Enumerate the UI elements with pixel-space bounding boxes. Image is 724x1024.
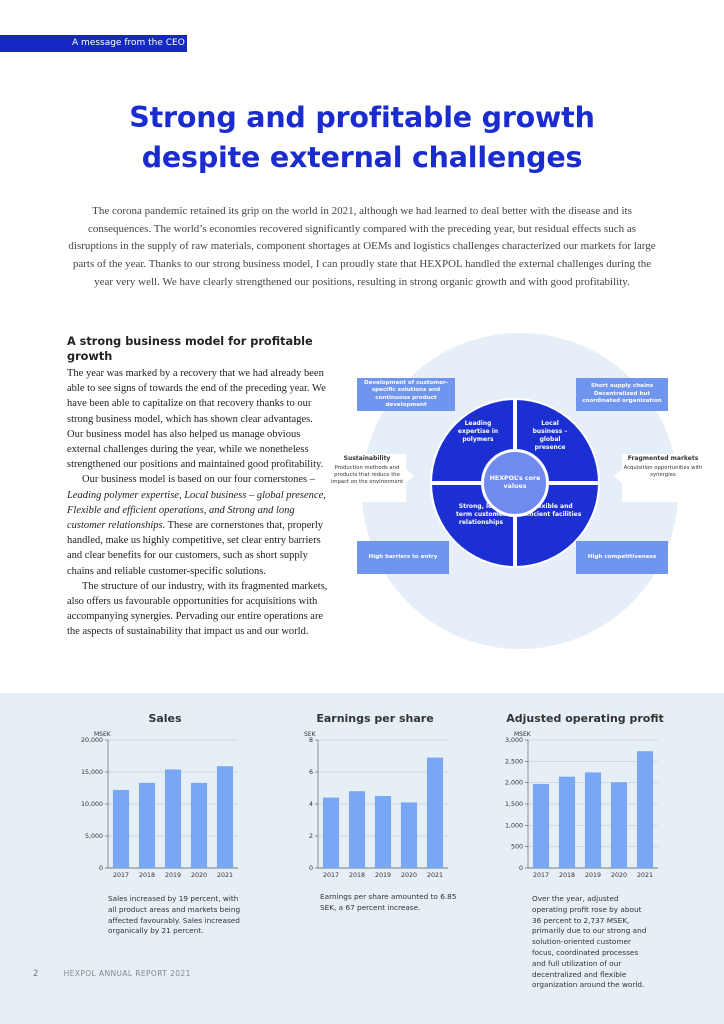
bar-2019 (584, 772, 602, 868)
bar-2017 (322, 797, 340, 868)
bar-2018 (348, 791, 366, 868)
y-tick-label: 2 (309, 833, 313, 840)
bar-2019 (374, 796, 392, 868)
pill-customer-solutions: Development of customer-specific solutio… (357, 378, 455, 411)
y-tick-label: 0 (309, 865, 313, 872)
y-tick-label: 20,000 (81, 737, 103, 744)
x-tick-label: 2018 (559, 872, 575, 879)
sustainability-title: Sustainability (343, 455, 391, 462)
intro-paragraph: The corona pandemic retained its grip on… (68, 205, 656, 288)
arrow-right-icon (406, 469, 414, 483)
pill-competitiveness: High competitiveness (576, 541, 668, 574)
y-tick-label: 5,000 (85, 833, 103, 840)
y-tick-label: 0 (99, 865, 103, 872)
axis-unit-label: SEK (304, 731, 317, 738)
quadrant-flexible-facilities: Flexible and efficient facilities (522, 503, 582, 518)
y-tick-label: 500 (511, 844, 523, 851)
eps-chart: Earnings per share SEK 0 2 4 6 8 2017 2018 2019 2… (280, 712, 470, 912)
quadrant-local-business: Local business – global presence (532, 420, 568, 451)
chart-title: Sales (148, 712, 182, 725)
x-tick-label: 2020 (611, 872, 627, 879)
bar-2021 (216, 766, 234, 868)
sales-chart-plot: MSEK 0 5,000 10,000 15,000 20,000 2017 2018 2019… (81, 731, 238, 879)
y-tick-label: 3,000 (505, 737, 523, 744)
y-tick-label: 8 (309, 737, 313, 744)
body-paragraph-2-start: Our business model is based on our four … (82, 474, 315, 486)
y-tick-label: 2,500 (505, 758, 523, 765)
cornerstones-list: Leading polymer expertise, Local busines… (67, 489, 326, 532)
bar-2018 (558, 776, 576, 868)
x-tick-label: 2021 (637, 872, 653, 879)
section-heading: A strong business model for profitable g… (67, 335, 313, 363)
x-tick-label: 2017 (323, 872, 339, 879)
y-tick-label: 1,500 (505, 801, 523, 808)
bar-2020 (400, 802, 418, 868)
quadrant-customer-relationships: Strong, long-term customer relationships (456, 503, 506, 526)
x-tick-label: 2017 (533, 872, 549, 879)
x-tick-label: 2019 (165, 872, 181, 879)
x-tick-label: 2019 (375, 872, 391, 879)
x-tick-label: 2017 (113, 872, 129, 879)
operating-profit-chart: Adjusted operating profit MSEK 0 500 1,000 1… (490, 712, 680, 912)
core-values-circle: HEXPOL’s core values (481, 449, 549, 517)
report-name: HEXPOL ANNUAL REPORT 2021 (63, 969, 191, 978)
pill-entry-barriers: High barriers to entry (357, 541, 449, 574)
body-paragraph-3: The structure of our industry, with its … (67, 580, 328, 638)
page-title: Strong and profitable growth despite ext… (0, 98, 724, 178)
bar-2017 (112, 789, 130, 868)
body-text: The year was marked by a recovery that w… (67, 366, 329, 640)
page-footer: 2 HEXPOL ANNUAL REPORT 2021 (33, 969, 191, 979)
axis-unit-label: MSEK (94, 731, 112, 738)
fragmented-markets-box: Fragmented markets Acquisition opportuni… (622, 454, 704, 502)
sustainability-box: Sustainability Production methods and pr… (328, 454, 406, 502)
sales-note: Sales increased by 19 percent, with all … (108, 894, 241, 936)
sales-chart: Sales MSEK 0 5,000 10,000 15,000 20,000 2017 20… (70, 712, 260, 912)
y-tick-label: 2,000 (505, 780, 523, 787)
y-tick-label: 15,000 (81, 769, 103, 776)
bar-2021 (426, 757, 444, 868)
arrow-left-icon (614, 469, 622, 483)
y-tick-label: 0 (519, 865, 523, 872)
body-paragraph-1: The year was marked by a recovery that w… (67, 368, 326, 471)
bar-2021 (636, 751, 654, 868)
x-tick-label: 2021 (217, 872, 233, 879)
quadrant-polymer-expertise: Leading expertise in polymers (457, 420, 499, 443)
x-tick-label: 2020 (401, 872, 417, 879)
section-tag: A message from the CEO (0, 35, 187, 52)
x-tick-label: 2018 (139, 872, 155, 879)
bar-2018 (138, 782, 156, 868)
eps-note: Earnings per share amounted to 6.85 SEK,… (320, 892, 457, 912)
x-tick-label: 2021 (427, 872, 443, 879)
fragmented-markets-text: Acquisition opportunities with synergies (623, 465, 703, 478)
chart-title: Adjusted operating profit (506, 712, 664, 725)
bar-2017 (532, 783, 550, 868)
title-line-2: despite external challenges (141, 141, 583, 174)
y-tick-label: 10,000 (81, 801, 103, 808)
fragmented-markets-title: Fragmented markets (627, 455, 699, 462)
x-tick-label: 2019 (585, 872, 601, 879)
axis-unit-label: MSEK (514, 731, 532, 738)
y-tick-label: 4 (309, 801, 313, 808)
title-line-1: Strong and profitable growth (129, 101, 595, 134)
x-tick-label: 2020 (191, 872, 207, 879)
y-tick-label: 1,000 (505, 822, 523, 829)
eps-chart-plot: SEK 0 2 4 6 8 2017 2018 2019 2020 2021 (304, 731, 448, 879)
pill-short-supply-chains: Short supply chains Decentralized but co… (576, 378, 668, 411)
business-model-diagram: Leading expertise in polymers Local busi… (326, 328, 706, 664)
x-tick-label: 2018 (349, 872, 365, 879)
sustainability-text: Production methods and products that red… (330, 465, 404, 485)
bar-2020 (190, 782, 208, 868)
bar-2020 (610, 782, 628, 868)
operating-profit-chart-plot: MSEK 0 500 1,000 1,500 2,000 2,500 3,000 2017 201… (505, 731, 658, 879)
bar-2019 (164, 769, 182, 868)
profit-note: Over the year, adjusted operating profit… (532, 894, 647, 990)
page-number: 2 (33, 969, 39, 979)
body-paragraph-2-end: These are cornerstones that, properly ha… (67, 520, 324, 577)
y-tick-label: 6 (309, 769, 313, 776)
chart-title: Earnings per share (316, 712, 434, 725)
body-paragraph-2: Our business model is based on our four … (67, 472, 329, 578)
